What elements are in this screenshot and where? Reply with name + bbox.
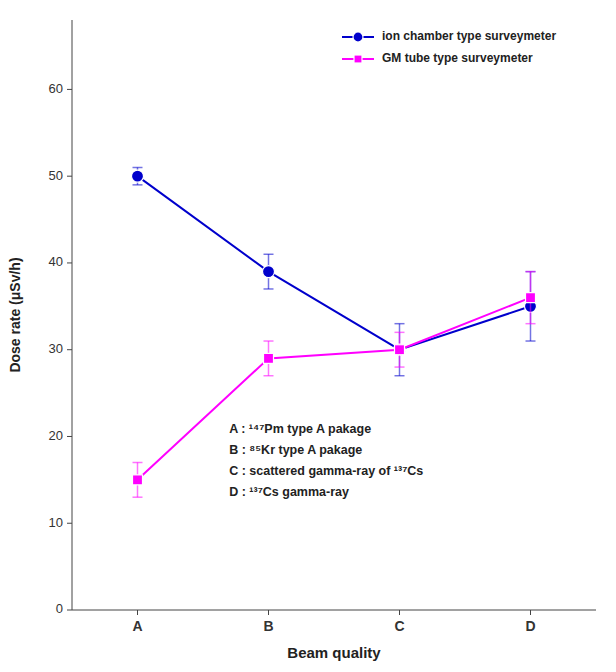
error-bar [133,168,143,185]
error-bar [395,324,405,376]
x-tick-label: D [525,618,535,634]
y-tick-label: 10 [49,515,63,530]
y-tick [67,262,72,263]
error-bar [264,341,274,376]
error-bar-cap [264,254,274,256]
legend-marker [354,55,362,63]
error-bar-cap [264,288,274,290]
x-tick-label: B [263,618,273,634]
x-tick [137,610,138,615]
error-bar-cap [395,332,405,334]
series-line [138,298,531,480]
x-axis-label: Beam quality [287,644,381,661]
data-point [133,475,143,485]
data-point [264,353,274,363]
x-tick-label: A [132,618,142,634]
y-axis-label: Dose rate (μSv/h) [7,257,23,372]
error-bar-cap [133,167,143,169]
y-tick-label: 20 [49,428,63,443]
error-bar-cap [526,271,536,273]
x-tick-label: C [394,618,404,634]
series-line [138,176,531,350]
legend-marker [353,32,363,42]
data-point [526,293,536,303]
y-tick-label: 30 [49,341,63,356]
y-tick [67,610,72,611]
error-bar-cap [526,340,536,342]
legend-label: ion chamber type surveymeter [382,29,556,43]
data-point [394,344,406,356]
y-tick-label: 60 [49,81,63,96]
plot-area [132,168,537,498]
legend: ion chamber type surveymeter GM tube type… [342,29,556,65]
error-bar [264,254,274,289]
error-bar-cap [133,184,143,186]
data-point [263,266,275,278]
annotation: D : ¹³⁷Cs gamma-ray [229,485,349,499]
y-axis-line [72,20,73,610]
error-bar [395,332,405,367]
annotation: C : scattered gamma-ray of ¹³⁷Cs [229,464,423,478]
y-tick-label: 0 [56,601,63,616]
chart: 0 10 20 30 40 50 60 A B C D Beam quality Dose rate (… [0,0,616,672]
error-bar-cap [133,496,143,498]
y-tick [67,349,72,350]
error-bar-cap [395,366,405,368]
data-point [395,345,405,355]
y-tick-label: 50 [49,168,63,183]
data-point [132,170,144,182]
annotation: B : ⁸⁵Kr type A pakage [229,443,362,457]
error-bar-cap [526,271,536,273]
error-bar-cap [133,462,143,464]
y-tick-label: 40 [49,254,63,269]
error-bar [526,272,536,341]
y-tick [67,523,72,524]
error-bar-cap [526,323,536,325]
x-tick [530,610,531,615]
x-tick [268,610,269,615]
error-bar [133,463,143,498]
x-tick [399,610,400,615]
error-bar-cap [264,375,274,377]
error-bar [526,272,536,324]
x-axis-line [72,610,596,611]
error-bar-cap [395,323,405,325]
y-tick [67,436,72,437]
y-tick [67,176,72,177]
annotation: A : ¹⁴⁷Pm type A pakage [229,422,371,436]
y-tick [67,89,72,90]
legend-label: GM tube type surveymeter [382,51,533,65]
error-bar-cap [264,340,274,342]
error-bar-stem [530,272,532,341]
error-bar-cap [395,375,405,377]
